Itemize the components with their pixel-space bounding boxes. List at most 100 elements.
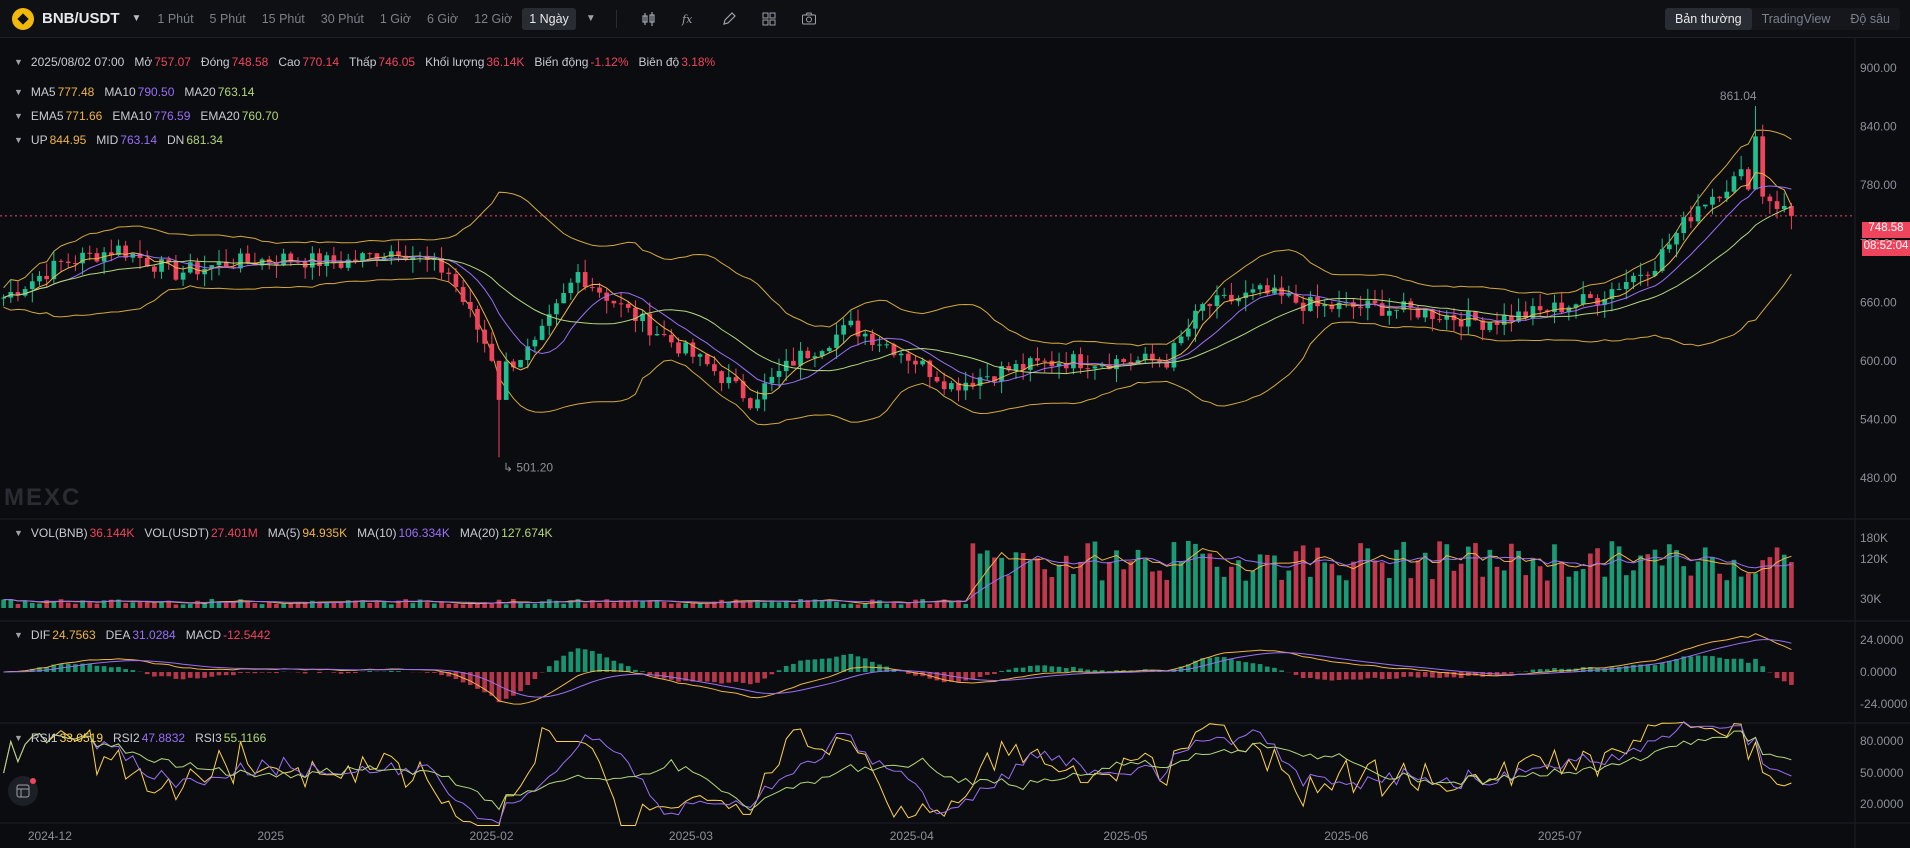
draw-pencil-icon[interactable] (721, 11, 737, 27)
volume-bar (848, 603, 854, 608)
macd-histogram-bar (345, 672, 351, 674)
pair-dropdown-icon[interactable]: ▼ (131, 13, 142, 24)
candle (841, 325, 846, 335)
close-value: 748.58 (231, 55, 269, 69)
candle (1020, 363, 1026, 370)
volume-bar (984, 550, 990, 608)
timeframe-15m[interactable]: 15 Phút (261, 11, 305, 26)
volume-bar (1372, 560, 1378, 608)
volume-bar (22, 600, 28, 608)
timeframe-1h[interactable]: 1 Giờ (379, 11, 411, 26)
vol-ma5-label: MA(5) (267, 526, 301, 540)
volume-bar (525, 603, 531, 608)
layout-grid-icon[interactable] (761, 11, 777, 27)
collapse-chevron-icon[interactable]: ▼ (14, 630, 23, 640)
macd-histogram-bar (1544, 669, 1550, 672)
candle (1171, 343, 1177, 368)
volume-bar (252, 603, 258, 608)
macd-histogram-bar (805, 659, 811, 672)
price-chart[interactable]: 900.00840.00780.00720.00660.00600.00540.… (0, 38, 1910, 848)
volume-bar (1135, 549, 1141, 608)
candle (1229, 294, 1234, 302)
macd-histogram-bar (604, 657, 610, 672)
volume-bar (159, 601, 164, 608)
macd-histogram-bar (970, 672, 976, 680)
macd-histogram-bar (992, 672, 997, 674)
timeframe-dropdown-icon[interactable]: ▼ (585, 13, 596, 24)
collapse-chevron-icon[interactable]: ▼ (14, 57, 23, 67)
volume-bar (1738, 576, 1744, 608)
settings-panel-button[interactable] (8, 776, 38, 806)
macd-histogram-bar (1114, 670, 1119, 672)
candle (676, 342, 681, 354)
collapse-chevron-icon[interactable]: ▼ (14, 87, 23, 97)
dea-line (3, 639, 1792, 698)
volume-bar (309, 600, 315, 608)
macd-histogram-bar (762, 672, 768, 679)
macd-histogram-bar (1623, 665, 1629, 672)
volume-bar (1659, 565, 1665, 608)
pair-title[interactable]: BNB/USDT (42, 10, 120, 27)
dif-label: DIF (30, 628, 51, 642)
ma20-line (3, 206, 1792, 375)
candle (453, 274, 459, 288)
view-standard-button[interactable]: Bản thường (1664, 8, 1752, 30)
collapse-chevron-icon[interactable]: ▼ (14, 733, 23, 743)
volume-bar (1724, 580, 1730, 608)
macd-histogram-bar (388, 670, 394, 672)
candle (1509, 315, 1514, 322)
volume-bar (231, 600, 236, 608)
macd-histogram-bar (1430, 672, 1435, 678)
boll-up-value: 844.95 (49, 133, 87, 147)
timeframe-5m[interactable]: 5 Phút (209, 11, 246, 26)
candle-type-icon[interactable] (641, 11, 657, 27)
candle (640, 313, 645, 322)
candle (1099, 364, 1105, 367)
candle (360, 253, 365, 262)
volume-bar (288, 603, 294, 608)
view-tradingview-button[interactable]: TradingView (1761, 12, 1831, 26)
macd-histogram-bar (999, 670, 1004, 672)
close-label: Đóng (200, 55, 230, 69)
volume-bar (1379, 562, 1385, 608)
macd-histogram-bar (841, 654, 846, 672)
timeframe-12h[interactable]: 12 Giờ (474, 11, 513, 26)
candle (1422, 308, 1428, 318)
macd-histogram-bar (94, 665, 100, 672)
date-tick-label: 2025-07 (1538, 829, 1582, 843)
candle (209, 265, 215, 269)
timeframe-30m[interactable]: 30 Phút (320, 11, 364, 26)
candle (1042, 360, 1048, 362)
macd-histogram-bar (575, 648, 581, 672)
macd-histogram-bar (963, 672, 969, 681)
candle (769, 376, 775, 384)
camera-screenshot-icon[interactable] (801, 11, 817, 27)
collapse-chevron-icon[interactable]: ▼ (14, 111, 23, 121)
candle (173, 261, 179, 280)
volume-bar (1343, 580, 1349, 608)
timeframe-1d[interactable]: 1 Ngày (522, 7, 576, 30)
vol-bnb-value: 36.144K (89, 526, 135, 540)
macd-histogram-bar (1200, 658, 1205, 672)
timeframe-1m[interactable]: 1 Phút (157, 11, 194, 26)
volume-bar (209, 599, 215, 608)
candle (532, 339, 538, 347)
indicator-fx-icon[interactable]: fx (681, 11, 697, 27)
volume-bar (676, 603, 681, 608)
macd-histogram-bar (108, 667, 114, 672)
candle (683, 342, 689, 354)
candle (367, 253, 373, 255)
volume-bar (1544, 580, 1550, 608)
candle (1085, 368, 1091, 370)
date-tick-label: 2025-06 (1324, 829, 1368, 843)
view-depth-button[interactable]: Độ sâu (1850, 12, 1890, 26)
candle (1236, 298, 1241, 302)
last-price-tag: 748.58 (1862, 222, 1910, 238)
candle (123, 245, 128, 258)
volume-bar (625, 600, 631, 608)
candle (1308, 297, 1313, 311)
collapse-chevron-icon[interactable]: ▼ (14, 135, 23, 145)
collapse-chevron-icon[interactable]: ▼ (14, 528, 23, 538)
timeframe-6h[interactable]: 6 Giờ (427, 11, 459, 26)
candle (29, 281, 35, 290)
